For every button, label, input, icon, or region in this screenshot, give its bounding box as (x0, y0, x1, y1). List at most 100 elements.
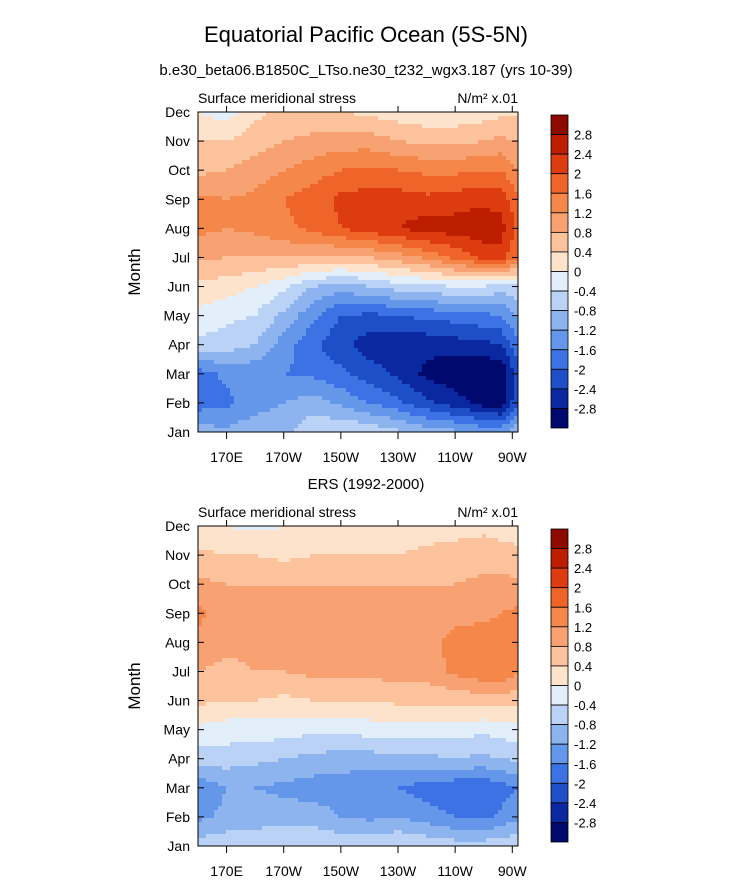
heatmap-cell (374, 152, 379, 157)
heatmap-cell (466, 116, 471, 121)
heatmap-cell (238, 212, 243, 217)
heatmap-cell (406, 180, 411, 185)
heatmap-cell (426, 244, 431, 249)
heatmap-cell (450, 140, 455, 145)
heatmap-cell (346, 356, 351, 361)
heatmap-cell (466, 312, 471, 317)
heatmap-cell (254, 132, 259, 137)
heatmap-cell (254, 300, 259, 305)
heatmap-cell (266, 172, 271, 177)
heatmap-cell (314, 276, 319, 281)
heatmap-cell (350, 280, 355, 285)
heatmap-cell (386, 144, 391, 149)
heatmap-cell (242, 268, 247, 273)
heatmap-cell (478, 168, 483, 173)
heatmap-cell (482, 116, 487, 121)
heatmap-cell (446, 264, 451, 269)
heatmap-cell (234, 272, 239, 277)
heatmap-cell (422, 196, 427, 201)
heatmap-cell (422, 272, 427, 277)
heatmap-cell (422, 224, 427, 229)
heatmap-cell (318, 140, 323, 145)
heatmap-cell (290, 176, 295, 181)
heatmap-cell (338, 120, 343, 125)
heatmap-cell (470, 300, 475, 305)
heatmap-cell (234, 208, 239, 213)
heatmap-cell (470, 344, 475, 349)
heatmap-cell (358, 348, 363, 353)
heatmap-cell (482, 152, 487, 157)
heatmap-cell (390, 212, 395, 217)
heatmap-cell (270, 292, 275, 297)
heatmap-cell (398, 196, 403, 201)
heatmap-cell (494, 144, 499, 149)
heatmap-cell (482, 216, 487, 221)
heatmap-cell (250, 180, 255, 185)
heatmap-cell (362, 316, 367, 321)
heatmap-cell (266, 296, 271, 301)
heatmap-cell (198, 312, 203, 317)
heatmap-cell (222, 284, 227, 289)
heatmap-cell (270, 164, 275, 169)
heatmap-cell (438, 176, 443, 181)
heatmap-cell (198, 140, 203, 145)
heatmap-cell (426, 172, 431, 177)
heatmap-cell (474, 192, 479, 197)
heatmap-cell (278, 116, 283, 121)
heatmap-cell (314, 192, 319, 197)
heatmap-cell (330, 248, 335, 253)
heatmap-cell (382, 216, 387, 221)
heatmap-cell (342, 256, 347, 261)
heatmap-cell (358, 288, 363, 293)
heatmap-cell (338, 132, 343, 137)
heatmap-cell (494, 224, 499, 229)
heatmap-cell (270, 128, 275, 133)
heatmap-cell (394, 140, 399, 145)
heatmap-cell (230, 324, 235, 329)
heatmap-cell (446, 240, 451, 245)
heatmap-cell (278, 340, 283, 345)
heatmap-cell (414, 232, 419, 237)
heatmap-cell (230, 248, 235, 253)
heatmap-cell (258, 328, 263, 333)
heatmap-cell (326, 196, 331, 201)
heatmap-cell (442, 340, 447, 345)
heatmap-cell (274, 176, 279, 181)
heatmap-cell (282, 124, 287, 129)
heatmap-cell (414, 172, 419, 177)
heatmap-cell (326, 312, 331, 317)
heatmap-cell (298, 316, 303, 321)
heatmap-cell (254, 360, 259, 365)
heatmap-cell (378, 160, 383, 165)
heatmap-cell (322, 340, 327, 345)
heatmap-cell (350, 240, 355, 245)
heatmap-cell (450, 192, 455, 197)
heatmap-cell (354, 112, 359, 117)
heatmap-cell (414, 216, 419, 221)
heatmap-cell (462, 168, 467, 173)
heatmap-cell (402, 184, 407, 189)
heatmap-cell (338, 172, 343, 177)
heatmap-cell (370, 240, 375, 245)
heatmap-cell (418, 312, 423, 317)
heatmap-cell (226, 316, 231, 321)
heatmap-cell (334, 348, 339, 353)
heatmap-cell (314, 224, 319, 229)
heatmap-cell (302, 284, 307, 289)
heatmap-cell (374, 176, 379, 181)
heatmap-cell (222, 132, 227, 137)
heatmap-cell (282, 244, 287, 249)
heatmap-cell (286, 112, 291, 117)
heatmap-cell (510, 152, 515, 157)
heatmap-cell (374, 208, 379, 213)
heatmap-cell (210, 204, 215, 209)
heatmap-cell (346, 328, 351, 333)
heatmap-cell (290, 228, 295, 233)
heatmap-cell (422, 304, 427, 309)
heatmap-cell (310, 360, 315, 365)
heatmap-cell (494, 184, 499, 189)
heatmap-cell (346, 184, 351, 189)
heatmap-cell (394, 288, 399, 293)
heatmap-cell (298, 116, 303, 121)
heatmap-cell (514, 224, 519, 229)
